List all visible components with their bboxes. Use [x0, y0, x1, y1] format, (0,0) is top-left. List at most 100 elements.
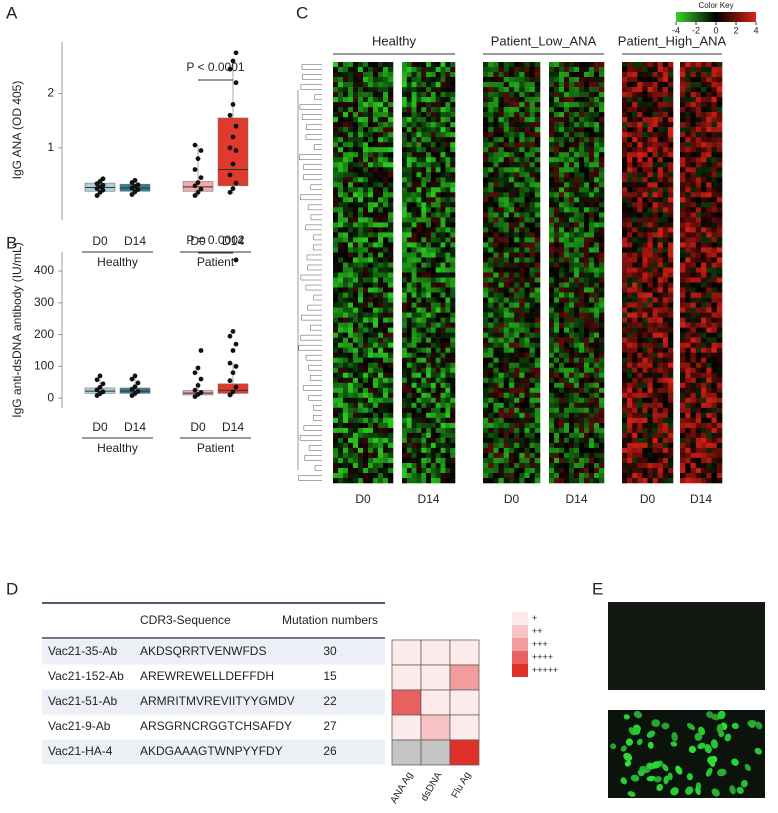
heatmap-cell — [421, 417, 427, 424]
heatmap-cell — [529, 157, 536, 163]
heatmap-cell — [549, 457, 555, 464]
data-point — [227, 360, 233, 366]
heatmap-cell — [368, 267, 374, 273]
heatmap-cell — [338, 152, 344, 158]
heatmap-cell — [483, 382, 489, 389]
heatmap-cell — [348, 357, 354, 363]
heatmap-cell — [333, 137, 339, 143]
heatmap-cell — [402, 377, 408, 384]
heatmap-cell — [402, 187, 408, 193]
heatmap-cell — [411, 347, 417, 353]
heatmap-cell — [642, 182, 648, 188]
heatmap-cell — [383, 97, 389, 103]
heatmap-cell — [402, 177, 408, 183]
heatmap-cell — [657, 422, 664, 429]
heatmap-cell — [549, 402, 555, 409]
heatmap-cell — [363, 402, 369, 409]
heatmap-cell — [716, 147, 723, 153]
heatmap-cell — [529, 287, 536, 293]
heatmap-cell — [584, 362, 590, 368]
heatmap-cell — [508, 137, 515, 143]
heatmap-cell — [632, 387, 638, 394]
heatmap-cell — [594, 192, 600, 198]
heatmap-cell — [343, 222, 349, 228]
heatmap-cell — [657, 402, 664, 409]
heatmap-cell — [388, 157, 394, 163]
heatmap-cell — [662, 377, 669, 384]
heatmap-cell — [493, 92, 499, 98]
heatmap-cell — [388, 237, 394, 243]
heatmap-cell — [426, 222, 432, 228]
heatmap-cell — [657, 127, 664, 133]
heatmap-cell — [416, 257, 422, 263]
heatmap-cell — [338, 267, 344, 273]
heatmap-cell — [402, 217, 408, 223]
heatmap-cell — [445, 107, 451, 113]
heatmap-cell — [440, 67, 446, 73]
heatmap-cell — [358, 302, 364, 308]
heatmap-cell — [599, 127, 605, 133]
heatmap-cell — [622, 377, 628, 384]
data-point — [227, 112, 233, 118]
heatmap-cell — [333, 382, 339, 389]
heatmap-cell — [647, 197, 653, 203]
heatmap-cell — [569, 102, 575, 108]
heatmap-cell — [642, 247, 648, 253]
heatmap-cell — [488, 202, 494, 208]
heatmap-cell — [584, 377, 590, 384]
heatmap-cell — [667, 357, 674, 363]
heatmap-cell — [589, 237, 595, 243]
heatmap-cell — [652, 412, 658, 419]
heatmap-cell — [343, 187, 349, 193]
heatmap-cell — [657, 377, 664, 384]
heatmap-cell — [584, 267, 590, 273]
heatmap-cell — [426, 457, 432, 464]
heatmap-cell — [662, 478, 669, 484]
heatmap-cell — [440, 97, 446, 103]
heatmap-cell — [411, 127, 417, 133]
heatmap-cell — [574, 357, 580, 363]
heatmap-cell — [667, 112, 674, 118]
heatmap-cell — [524, 157, 530, 163]
heatmap-cell — [549, 377, 555, 384]
heatmap-cell — [519, 102, 525, 108]
heatmap-cell — [524, 277, 530, 283]
heatmap-cell — [373, 452, 379, 459]
heatmap-cell — [554, 67, 560, 73]
heatmap-cell — [662, 77, 669, 83]
heatmap-cell — [554, 422, 560, 429]
heatmap-cell — [584, 62, 590, 68]
heatmap-cell — [514, 167, 520, 173]
heatmap-cell — [662, 142, 669, 148]
heatmap-cell — [554, 392, 560, 399]
heatmap-cell — [445, 102, 451, 108]
heatmap-cell — [716, 142, 723, 148]
heatmap-cell — [680, 82, 686, 88]
heatmap-cell — [706, 147, 712, 153]
heatmap-cell — [406, 197, 412, 203]
heatmap-cell — [388, 437, 394, 444]
heatmap-cell — [498, 357, 504, 363]
heatmap-cell — [363, 112, 369, 118]
heatmap-cell — [426, 232, 432, 238]
heatmap-cell — [483, 87, 489, 93]
heatmap-cell — [594, 127, 600, 133]
heatmap-cell — [450, 222, 456, 228]
heatmap-cell — [508, 302, 515, 308]
heatmap-cell — [559, 237, 565, 243]
data-point — [198, 376, 204, 382]
data-point — [233, 341, 239, 347]
heatmap-cell — [584, 452, 590, 459]
heatmap-cell — [353, 468, 359, 474]
heatmap-cell — [445, 312, 451, 318]
heatmap-cell — [627, 342, 633, 348]
heatmap-cell — [599, 217, 605, 223]
heatmap-cell — [421, 412, 427, 419]
heatmap-cell — [564, 412, 570, 419]
heatmap-cell — [627, 412, 633, 419]
heatmap-cell — [662, 112, 669, 118]
heatmap-cell — [642, 282, 648, 288]
heatmap-cell — [503, 367, 510, 373]
heatmap-cell — [519, 357, 525, 363]
heatmap-cell — [564, 442, 570, 449]
